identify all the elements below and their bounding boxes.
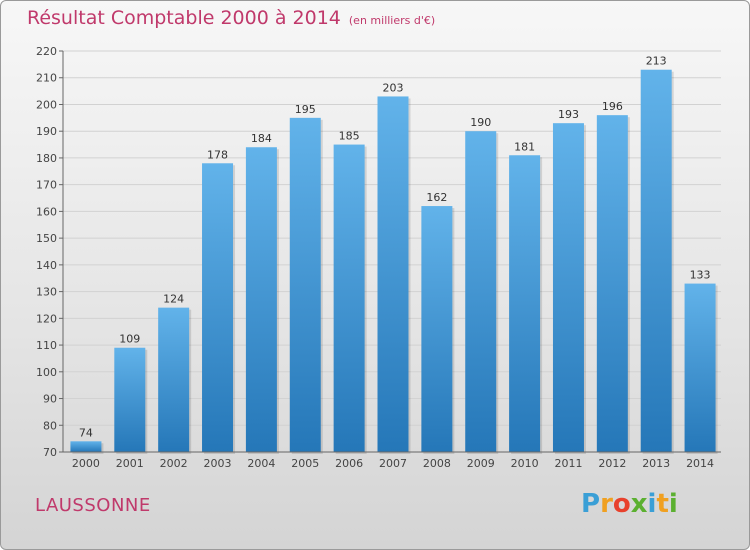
bar-2012[interactable] <box>596 115 628 452</box>
y-tick-label: 100 <box>36 366 57 379</box>
y-tick-label: 160 <box>36 205 57 218</box>
title-unit: (en milliers d'€) <box>348 14 436 27</box>
bar-value-label: 190 <box>470 116 491 129</box>
logo-letter: P <box>581 489 601 519</box>
logo-letter: i <box>647 489 657 519</box>
x-tick-label: 2010 <box>511 457 539 470</box>
x-tick-label: 2000 <box>72 457 100 470</box>
bar-2000[interactable] <box>70 441 102 452</box>
y-tick-label: 180 <box>36 152 57 165</box>
y-tick-label: 130 <box>36 286 57 299</box>
x-tick-label: 2006 <box>335 457 363 470</box>
bar-value-label: 74 <box>79 426 93 439</box>
bar-value-label: 124 <box>163 293 184 306</box>
x-tick-label: 2012 <box>598 457 626 470</box>
y-tick-label: 190 <box>36 125 57 138</box>
x-tick-label: 2011 <box>554 457 582 470</box>
y-tick-label: 90 <box>43 393 57 406</box>
bars: 74 109 124 178 184 195 185 203 162 190 181 193 196 21… <box>70 55 718 455</box>
y-tick-label: 210 <box>36 72 57 85</box>
bar-2006[interactable] <box>333 144 365 453</box>
logo-letter: i <box>668 489 678 519</box>
bar-value-label: 133 <box>690 269 711 282</box>
x-tick-label: 2014 <box>686 457 714 470</box>
bar-2001[interactable] <box>114 347 146 452</box>
y-tick-label: 200 <box>36 98 57 111</box>
y-tick-label: 80 <box>43 419 57 432</box>
x-tick-label: 2013 <box>642 457 670 470</box>
bar-value-label: 193 <box>558 108 579 121</box>
bar-value-label: 162 <box>426 191 447 204</box>
city-name: LAUSSONNE <box>35 495 151 516</box>
x-tick-label: 2005 <box>291 457 319 470</box>
bar-value-label: 178 <box>207 148 228 161</box>
bar-value-label: 195 <box>295 103 316 116</box>
y-tick-label: 170 <box>36 179 57 192</box>
logo-letter: r <box>600 489 613 519</box>
logo-letter: x <box>630 489 648 519</box>
x-tick-label: 2009 <box>467 457 495 470</box>
bar-2003[interactable] <box>202 163 234 452</box>
bar-2004[interactable] <box>245 147 277 453</box>
y-tick-label: 120 <box>36 312 57 325</box>
title-text: Résultat Comptable 2000 à 2014 <box>27 7 341 29</box>
logo-letter: t <box>656 489 669 519</box>
bar-2014[interactable] <box>684 283 716 452</box>
x-tick-label: 2008 <box>423 457 451 470</box>
bar-2013[interactable] <box>640 69 672 453</box>
y-tick-label: 110 <box>36 339 57 352</box>
bar-value-label: 181 <box>514 140 535 153</box>
bar-2005[interactable] <box>289 117 321 452</box>
bar-value-label: 184 <box>251 132 272 145</box>
bar-2007[interactable] <box>377 96 409 453</box>
bar-2010[interactable] <box>509 155 541 452</box>
bar-2009[interactable] <box>465 131 497 452</box>
x-tick-label: 2002 <box>160 457 188 470</box>
y-tick-label: 220 <box>36 45 57 58</box>
y-tick-label: 150 <box>36 232 57 245</box>
x-axis: 2000 2001 2002 2003 2004 2005 2006 2007 2008 2009… <box>63 451 721 470</box>
y-tick-label: 140 <box>36 259 57 272</box>
bar-2002[interactable] <box>158 307 190 452</box>
logo-letter: o <box>612 489 631 519</box>
y-tick-label: 70 <box>43 446 57 459</box>
x-tick-label: 2001 <box>116 457 144 470</box>
bar-value-label: 185 <box>339 130 360 143</box>
x-tick-label: 2007 <box>379 457 407 470</box>
bar-value-label: 203 <box>383 81 404 94</box>
chart-title: Résultat Comptable 2000 à 2014 (en millie… <box>27 7 435 29</box>
bar-value-label: 196 <box>602 100 623 113</box>
proxiti-logo[interactable]: Proxiti <box>581 489 678 519</box>
bar-value-label: 213 <box>646 55 667 68</box>
bar-value-label: 109 <box>119 333 140 346</box>
x-tick-label: 2003 <box>204 457 232 470</box>
bar-2011[interactable] <box>552 123 584 453</box>
y-axis: 70 80 90 100 110 120 130 140 150 160 170 180 190 200 2… <box>36 45 64 459</box>
x-tick-label: 2004 <box>247 457 275 470</box>
bar-2008[interactable] <box>421 206 453 452</box>
